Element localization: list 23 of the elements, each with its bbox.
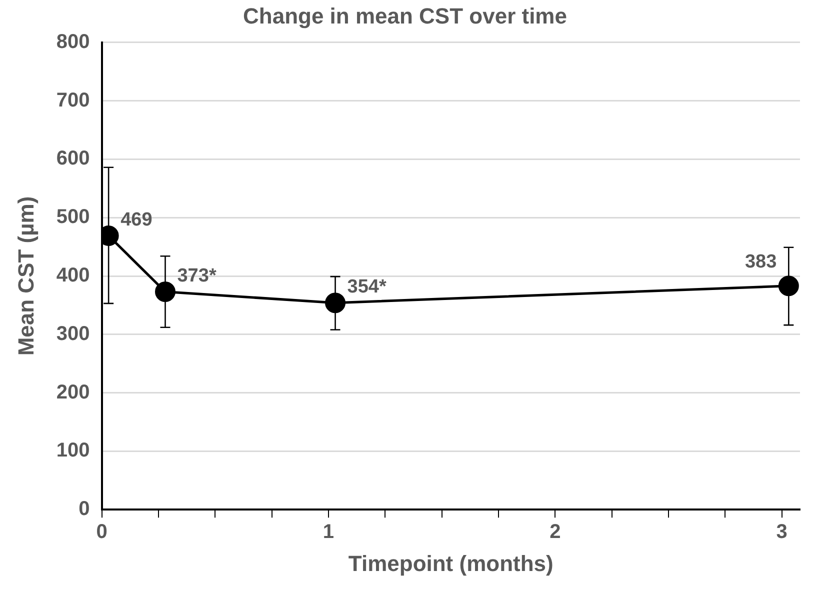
y-tick-label: 200 [56, 381, 90, 404]
y-tick-label: 0 [78, 498, 90, 520]
y-tick-label: 500 [56, 206, 90, 228]
x-tick-label: 3 [776, 521, 788, 544]
x-tick-label: 0 [96, 521, 108, 544]
data-label: 373* [177, 266, 217, 286]
x-axis-title: Timepoint (months) [348, 550, 554, 576]
y-tick-label: 100 [56, 440, 90, 462]
y-tick-label: 800 [56, 30, 90, 53]
x-tick-label: 1 [322, 521, 334, 544]
point [778, 276, 799, 296]
data-label: 469 [120, 209, 152, 230]
chart-title: Change in mean CST over time [243, 3, 567, 28]
point [325, 292, 346, 314]
y-tick-label: 600 [56, 148, 90, 170]
x-tick-label: 2 [550, 521, 561, 544]
data-label: 383 [744, 252, 777, 273]
y-tick-label: 700 [56, 89, 90, 112]
data-label: 354* [347, 276, 387, 298]
point [154, 282, 176, 302]
y-tick-label: 300 [56, 322, 90, 345]
y-tick-label: 400 [56, 264, 90, 287]
y-axis-title: Mean CST (µm) [13, 196, 38, 356]
